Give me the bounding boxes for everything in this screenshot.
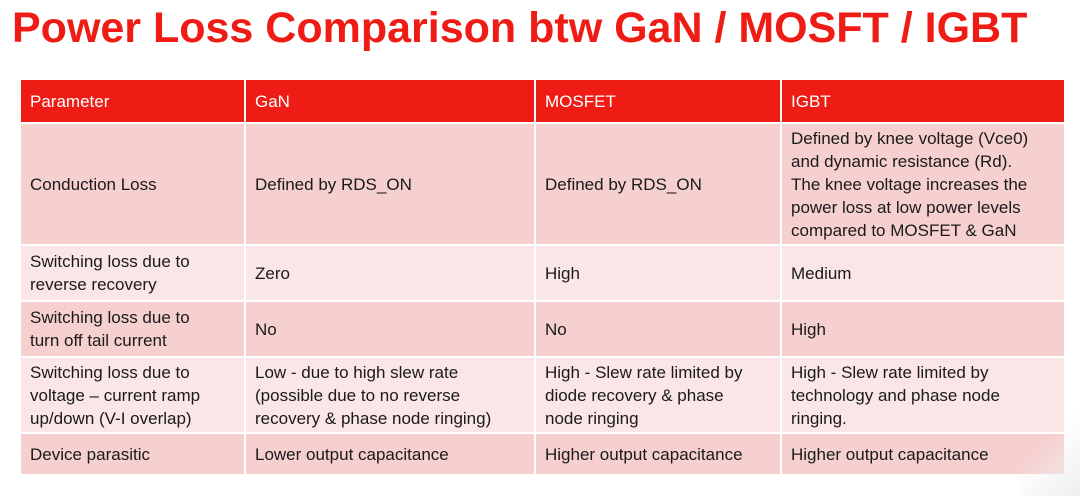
cell-text: High - Slew rate limited by diode recove… <box>545 362 743 428</box>
cell-parameter: Switching loss due to reverse recovery <box>19 244 246 302</box>
cell-text: Switching loss due to reverse recovery <box>30 252 190 294</box>
header-gan: GaN <box>244 78 536 124</box>
cell-mosfet: Defined by RDS_ON <box>534 122 782 246</box>
cell-parameter: Switching loss due to voltage – current … <box>19 356 246 434</box>
cell-text: Higher output capacitance <box>545 444 743 464</box>
table-header-row: Parameter GaN MOSFET IGBT <box>19 78 1066 124</box>
cell-text: Defined by RDS_ON <box>545 174 702 194</box>
cell-text: Medium <box>791 263 852 283</box>
corner-decoration <box>1020 406 1080 496</box>
cell-text: No <box>255 319 277 339</box>
cell-igbt: Defined by knee voltage (Vce0) and dynam… <box>780 122 1066 246</box>
table-row: Switching loss due to voltage – current … <box>19 356 1066 434</box>
cell-text: High - Slew rate limited by technology a… <box>791 362 1000 428</box>
cell-mosfet: High <box>534 244 782 302</box>
cell-text: Switching loss due to voltage – current … <box>30 362 201 428</box>
table-row: Switching loss due to reverse recovery Z… <box>19 244 1066 302</box>
cell-text: Conduction Loss <box>30 174 157 194</box>
table-row: Conduction Loss Defined by RDS_ON Define… <box>19 122 1066 246</box>
cell-gan: Defined by RDS_ON <box>244 122 536 246</box>
table-row: Switching loss due to turn off tail curr… <box>19 300 1066 358</box>
cell-igbt: Medium <box>780 244 1066 302</box>
cell-text: Defined by RDS_ON <box>255 174 412 194</box>
header-mosfet: MOSFET <box>534 78 782 124</box>
cell-text: High <box>791 319 826 339</box>
cell-text: Lower output capacitance <box>255 444 449 464</box>
cell-gan: Lower output capacitance <box>244 432 536 476</box>
comparison-table-container: Parameter GaN MOSFET IGBT Conduction Los… <box>19 78 1066 476</box>
cell-mosfet: Higher output capacitance <box>534 432 782 476</box>
cell-text: High <box>545 263 580 283</box>
header-parameter: Parameter <box>19 78 246 124</box>
cell-igbt: Higher output capacitance <box>780 432 1066 476</box>
header-igbt: IGBT <box>780 78 1066 124</box>
cell-igbt: High <box>780 300 1066 358</box>
cell-gan: Zero <box>244 244 536 302</box>
cell-parameter: Conduction Loss <box>19 122 246 246</box>
cell-mosfet: High - Slew rate limited by diode recove… <box>534 356 782 434</box>
cell-text: Switching loss due to turn off tail curr… <box>30 308 190 350</box>
cell-gan: Low - due to high slew rate (possible du… <box>244 356 536 434</box>
cell-text: Device parasitic <box>30 444 150 464</box>
cell-gan: No <box>244 300 536 358</box>
table-row: Device parasitic Lower output capacitanc… <box>19 432 1066 476</box>
cell-text: Defined by knee voltage (Vce0) and dynam… <box>791 128 1029 240</box>
cell-mosfet: No <box>534 300 782 358</box>
cell-text: No <box>545 319 567 339</box>
cell-text: Zero <box>255 263 290 283</box>
cell-parameter: Device parasitic <box>19 432 246 476</box>
cell-text: Higher output capacitance <box>791 444 989 464</box>
cell-igbt: High - Slew rate limited by technology a… <box>780 356 1066 434</box>
cell-text: Low - due to high slew rate (possible du… <box>255 362 492 428</box>
comparison-table: Parameter GaN MOSFET IGBT Conduction Los… <box>19 78 1066 476</box>
slide-title: Power Loss Comparison btw GaN / MOSFT / … <box>12 4 1028 52</box>
cell-parameter: Switching loss due to turn off tail curr… <box>19 300 246 358</box>
